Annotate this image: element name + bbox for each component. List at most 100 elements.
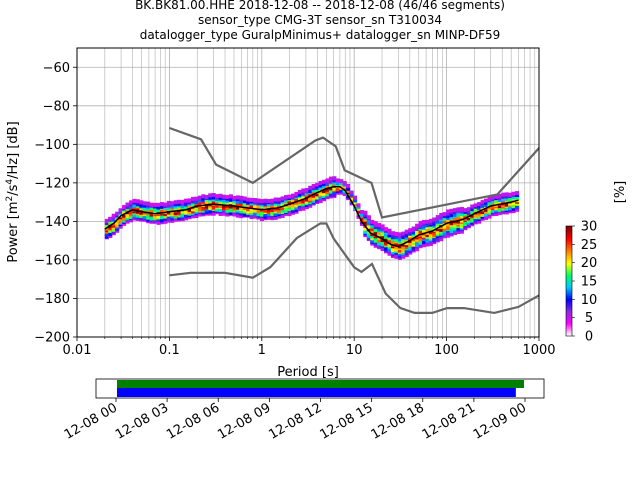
ppsd-cell: [153, 214, 158, 219]
ppsd-cell: [194, 208, 199, 213]
ppsd-cell: [408, 235, 413, 240]
ppsd-cell: [273, 215, 278, 220]
ppsd-cell: [456, 211, 461, 216]
ppsd-cell: [408, 228, 413, 233]
ppsd-cell: [180, 199, 185, 204]
ppsd-cell: [515, 207, 520, 212]
ppsd-cell: [190, 196, 196, 201]
ppsd-cell: [208, 193, 213, 198]
ppsd-cell: [511, 209, 516, 214]
ppsd-cell: [356, 214, 361, 219]
colorbar-swatch: [566, 312, 572, 315]
ppsd-cell: [425, 233, 430, 238]
ppsd-cell: [359, 212, 364, 217]
ppsd-cell: [318, 183, 323, 188]
ppsd-cell: [222, 198, 227, 203]
ppsd-cell: [315, 195, 320, 200]
ppsd-cell: [442, 227, 447, 232]
ppsd-cell: [363, 226, 368, 231]
ppsd-cell: [280, 196, 285, 201]
ppsd-cell: [456, 219, 461, 224]
colorbar-swatch: [566, 308, 572, 311]
ppsd-cell: [332, 186, 337, 191]
ppsd-cell: [184, 201, 189, 206]
ppsd-cell: [425, 219, 430, 224]
ppsd-cell: [208, 199, 213, 204]
ppsd-cell: [156, 217, 161, 222]
ppsd-cell: [446, 233, 451, 238]
ppsd-cell: [128, 218, 133, 223]
ppsd-cell: [284, 209, 289, 214]
ppsd-cell: [263, 198, 268, 203]
ppsd-cell: [239, 206, 244, 211]
ppsd-cell: [125, 204, 130, 209]
colorbar-swatch: [566, 231, 572, 234]
ppsd-cell: [173, 206, 178, 211]
ppsd-cell: [377, 230, 382, 235]
ppsd-cell: [149, 206, 154, 211]
ppsd-cell: [449, 228, 454, 233]
ppsd-cell: [197, 207, 202, 212]
ppsd-cell: [166, 216, 171, 221]
ppsd-cell: [404, 249, 409, 254]
ppsd-cell: [308, 185, 313, 190]
ppsd-cell: [501, 197, 506, 202]
y-tick-label: −100: [34, 138, 70, 153]
ppsd-cell: [439, 219, 444, 224]
ppsd-cell: [366, 236, 371, 241]
ppsd-cell: [111, 215, 116, 220]
ppsd-cell: [435, 215, 440, 220]
ppsd-cell: [139, 213, 144, 218]
time-tick-label: 12-08 18: [369, 400, 427, 442]
ppsd-cell: [353, 195, 358, 200]
ppsd-cell: [225, 208, 230, 213]
ppsd-cell: [404, 229, 409, 234]
ppsd-cell: [387, 239, 392, 244]
ppsd-cell: [287, 209, 292, 214]
ppsd-cell: [294, 197, 299, 202]
ppsd-cell: [204, 195, 209, 200]
ppsd-cell: [111, 223, 116, 228]
colorbar-tick-label: 30: [581, 220, 598, 235]
ppsd-cell: [190, 199, 196, 204]
ppsd-cell: [125, 202, 130, 207]
ppsd-cell: [453, 208, 458, 213]
colorbar-swatch: [566, 226, 572, 229]
ppsd-cell: [477, 202, 482, 207]
ppsd-cell: [484, 212, 489, 217]
ppsd-cell: [332, 176, 337, 181]
ppsd-cell: [404, 237, 409, 242]
ppsd-cell: [284, 206, 289, 211]
ppsd-cell: [449, 215, 454, 220]
ppsd-cell: [204, 204, 209, 209]
ppsd-cell: [511, 206, 516, 211]
colorbar-swatch: [566, 233, 572, 236]
ppsd-cell: [404, 244, 409, 249]
ppsd-cell: [287, 194, 292, 199]
ppsd-cell: [132, 198, 137, 203]
ppsd-cell: [415, 230, 420, 235]
ppsd-cell: [432, 221, 437, 226]
ppsd-cell: [487, 210, 492, 215]
ppsd-cell: [397, 242, 402, 247]
colorbar-swatch: [566, 284, 572, 287]
plot-frame: [76, 47, 540, 338]
ppsd-cell: [180, 215, 185, 220]
ppsd-cell: [239, 211, 244, 216]
ppsd-cell: [477, 215, 482, 220]
ppsd-cell: [387, 242, 392, 247]
ppsd-cell: [497, 193, 502, 198]
ppsd-cell: [125, 218, 130, 223]
ppsd-cell: [142, 215, 147, 220]
ppsd-cell: [315, 182, 320, 187]
ppsd-cell: [253, 208, 258, 213]
ppsd-cell: [232, 200, 237, 205]
ppsd-cell: [339, 188, 344, 193]
ppsd-cell: [322, 182, 327, 187]
ppsd-cell: [421, 219, 427, 224]
ppsd-cell: [328, 192, 333, 197]
ppsd-cell: [473, 213, 478, 218]
ppsd-cell: [494, 194, 499, 199]
ppsd-cell: [346, 188, 351, 193]
ppsd-cell: [325, 192, 330, 197]
